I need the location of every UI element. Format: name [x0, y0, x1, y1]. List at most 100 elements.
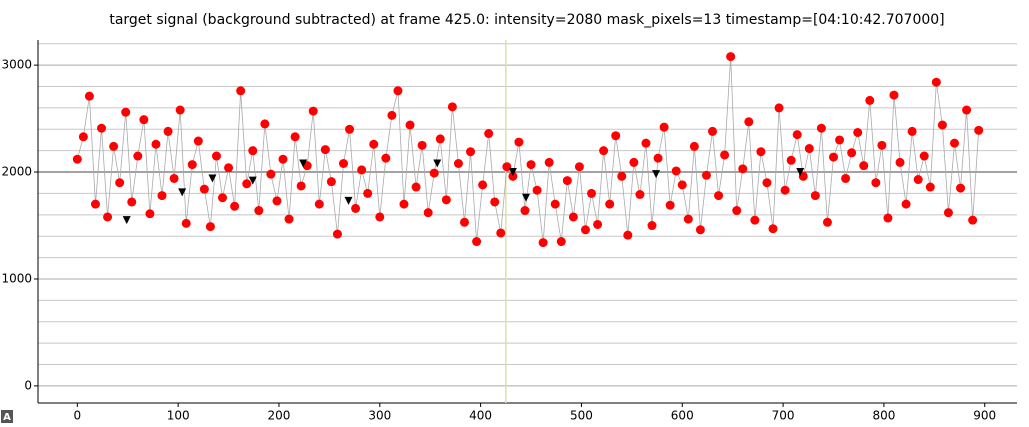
point	[901, 199, 911, 209]
point	[84, 91, 94, 101]
point	[357, 165, 367, 175]
point	[145, 209, 155, 219]
x-tick-label: 400	[469, 409, 492, 423]
point	[278, 154, 288, 164]
point	[266, 169, 276, 179]
point	[369, 139, 379, 149]
point	[433, 159, 442, 168]
point	[248, 146, 258, 156]
point	[568, 212, 578, 222]
point	[962, 105, 972, 115]
point	[254, 206, 264, 216]
point	[338, 158, 348, 168]
point	[417, 140, 427, 150]
point	[792, 130, 802, 140]
point	[484, 129, 494, 139]
point	[381, 153, 391, 163]
point	[677, 180, 687, 190]
y-tick-label: 1000	[1, 271, 32, 285]
point	[175, 105, 185, 115]
point	[580, 225, 590, 235]
point	[671, 166, 681, 176]
point	[913, 175, 923, 185]
point	[968, 215, 978, 225]
point	[429, 168, 439, 178]
point	[248, 176, 257, 185]
point	[593, 219, 603, 229]
point	[652, 170, 661, 179]
point	[208, 174, 217, 183]
point	[708, 126, 718, 136]
point	[387, 110, 397, 120]
y-tick-label: 2000	[1, 165, 32, 179]
point	[351, 203, 361, 213]
point	[447, 102, 457, 112]
x-tick-label: 100	[167, 409, 190, 423]
point	[738, 164, 748, 174]
point	[919, 151, 929, 161]
x-tick-label: 900	[973, 409, 996, 423]
point	[641, 138, 651, 148]
point	[466, 147, 476, 157]
point	[332, 229, 342, 239]
point	[556, 237, 566, 247]
point	[405, 120, 415, 130]
point	[883, 213, 893, 223]
point	[949, 138, 959, 148]
point	[133, 151, 143, 161]
point	[835, 135, 845, 145]
point	[508, 171, 518, 181]
point	[284, 214, 294, 224]
point	[127, 197, 137, 207]
point	[822, 217, 832, 227]
point	[109, 141, 119, 151]
point	[236, 86, 246, 96]
point	[296, 181, 306, 191]
point	[943, 208, 953, 218]
point	[199, 184, 209, 194]
point	[157, 191, 167, 201]
point	[695, 225, 705, 235]
point	[78, 132, 88, 142]
point	[635, 190, 645, 200]
point	[345, 124, 355, 134]
point	[290, 132, 300, 142]
point	[853, 127, 863, 137]
point	[714, 191, 724, 201]
corner-icon: A	[3, 412, 11, 423]
point	[925, 182, 935, 192]
point	[187, 160, 197, 170]
x-tick-label: 700	[772, 409, 795, 423]
point	[587, 188, 597, 198]
point	[895, 157, 905, 167]
point	[937, 120, 947, 130]
point	[90, 199, 100, 209]
x-tick-label: 300	[368, 409, 391, 423]
point	[218, 193, 228, 203]
point	[796, 168, 805, 177]
point	[181, 218, 191, 228]
point	[756, 147, 766, 157]
point	[617, 171, 627, 181]
point	[804, 144, 814, 154]
point	[532, 185, 542, 195]
point	[163, 126, 173, 136]
point	[490, 197, 500, 207]
point	[847, 148, 857, 158]
point	[453, 158, 463, 168]
point	[720, 150, 730, 160]
point	[538, 238, 548, 248]
x-tick-label: 800	[872, 409, 895, 423]
point	[659, 122, 669, 132]
point	[810, 191, 820, 201]
point	[701, 170, 711, 180]
point	[689, 141, 699, 151]
point	[611, 131, 621, 141]
point	[599, 146, 609, 156]
point	[871, 178, 881, 188]
point	[193, 136, 203, 146]
point	[399, 199, 409, 209]
y-tick-label: 3000	[1, 58, 32, 72]
point	[242, 179, 252, 189]
